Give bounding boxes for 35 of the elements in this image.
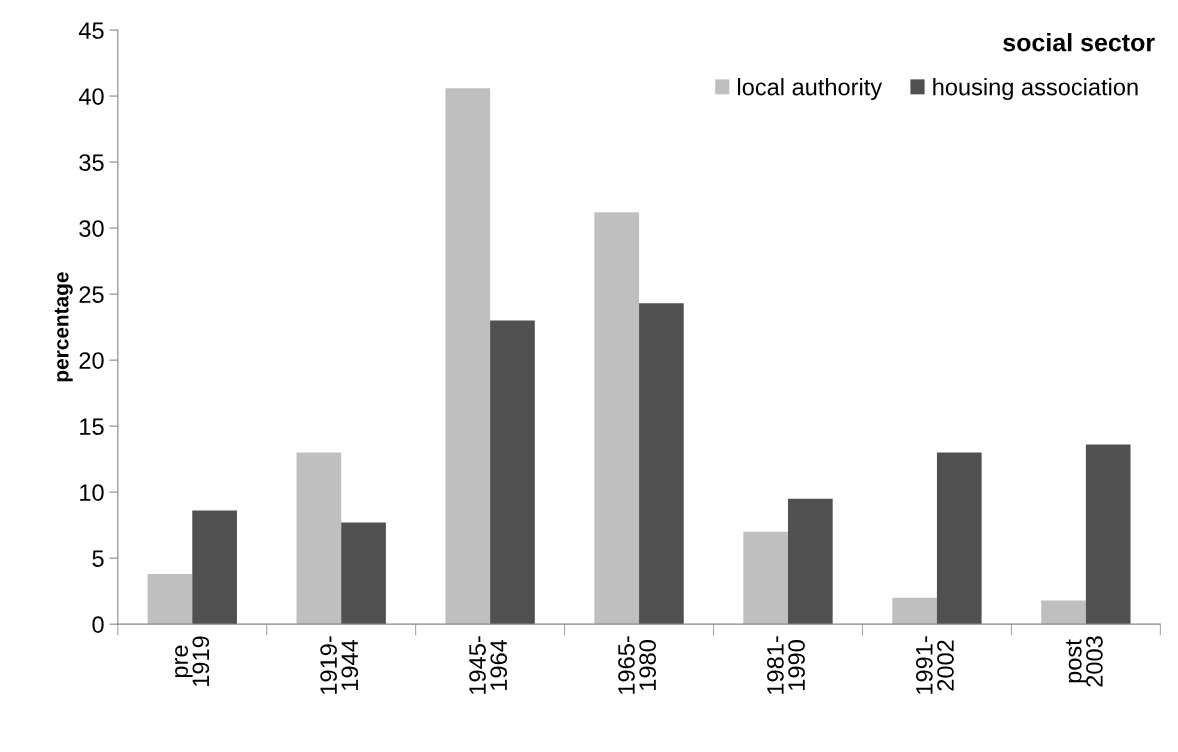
bar bbox=[1085, 444, 1131, 625]
y-tick-label: 5 bbox=[92, 550, 104, 567]
y-tick-label: 0 bbox=[92, 616, 104, 633]
legend-label: local authority bbox=[738, 78, 883, 101]
y-tick-label: 25 bbox=[79, 286, 104, 303]
y-tick-label: 45 bbox=[78, 22, 104, 39]
bar bbox=[639, 303, 684, 625]
x-tick-label: 1965- 1980 bbox=[618, 636, 656, 694]
x-tick-label: post 2003 bbox=[1066, 636, 1103, 687]
y-tick-label: 15 bbox=[80, 418, 104, 435]
legend-label: housing association bbox=[933, 78, 1138, 101]
y-tick-label: 40 bbox=[78, 88, 104, 105]
y-tick-label: 10 bbox=[80, 484, 104, 501]
bar bbox=[743, 531, 788, 625]
x-tick-label: 1991- 2002 bbox=[915, 636, 954, 694]
bar bbox=[1041, 600, 1086, 625]
bar bbox=[788, 498, 833, 625]
bar bbox=[936, 452, 982, 625]
chart-title: social sector bbox=[1003, 33, 1155, 52]
bar bbox=[445, 88, 491, 625]
y-axis-title: percentage bbox=[54, 272, 73, 382]
bar bbox=[341, 522, 386, 625]
x-tick-label: 1945- 1964 bbox=[469, 636, 508, 694]
bar bbox=[192, 510, 237, 625]
y-tick-label: 20 bbox=[79, 352, 104, 369]
bar bbox=[490, 320, 535, 625]
y-tick-label: 35 bbox=[79, 154, 104, 171]
bar bbox=[147, 573, 193, 625]
x-tick-label: 1981- 1990 bbox=[767, 636, 805, 694]
x-tick-label: pre 1919 bbox=[175, 636, 210, 686]
bar bbox=[892, 597, 937, 625]
x-tick-label: 1919- 1944 bbox=[320, 636, 359, 694]
bar bbox=[594, 212, 640, 625]
bar bbox=[296, 452, 342, 625]
y-tick-label: 30 bbox=[79, 220, 104, 237]
